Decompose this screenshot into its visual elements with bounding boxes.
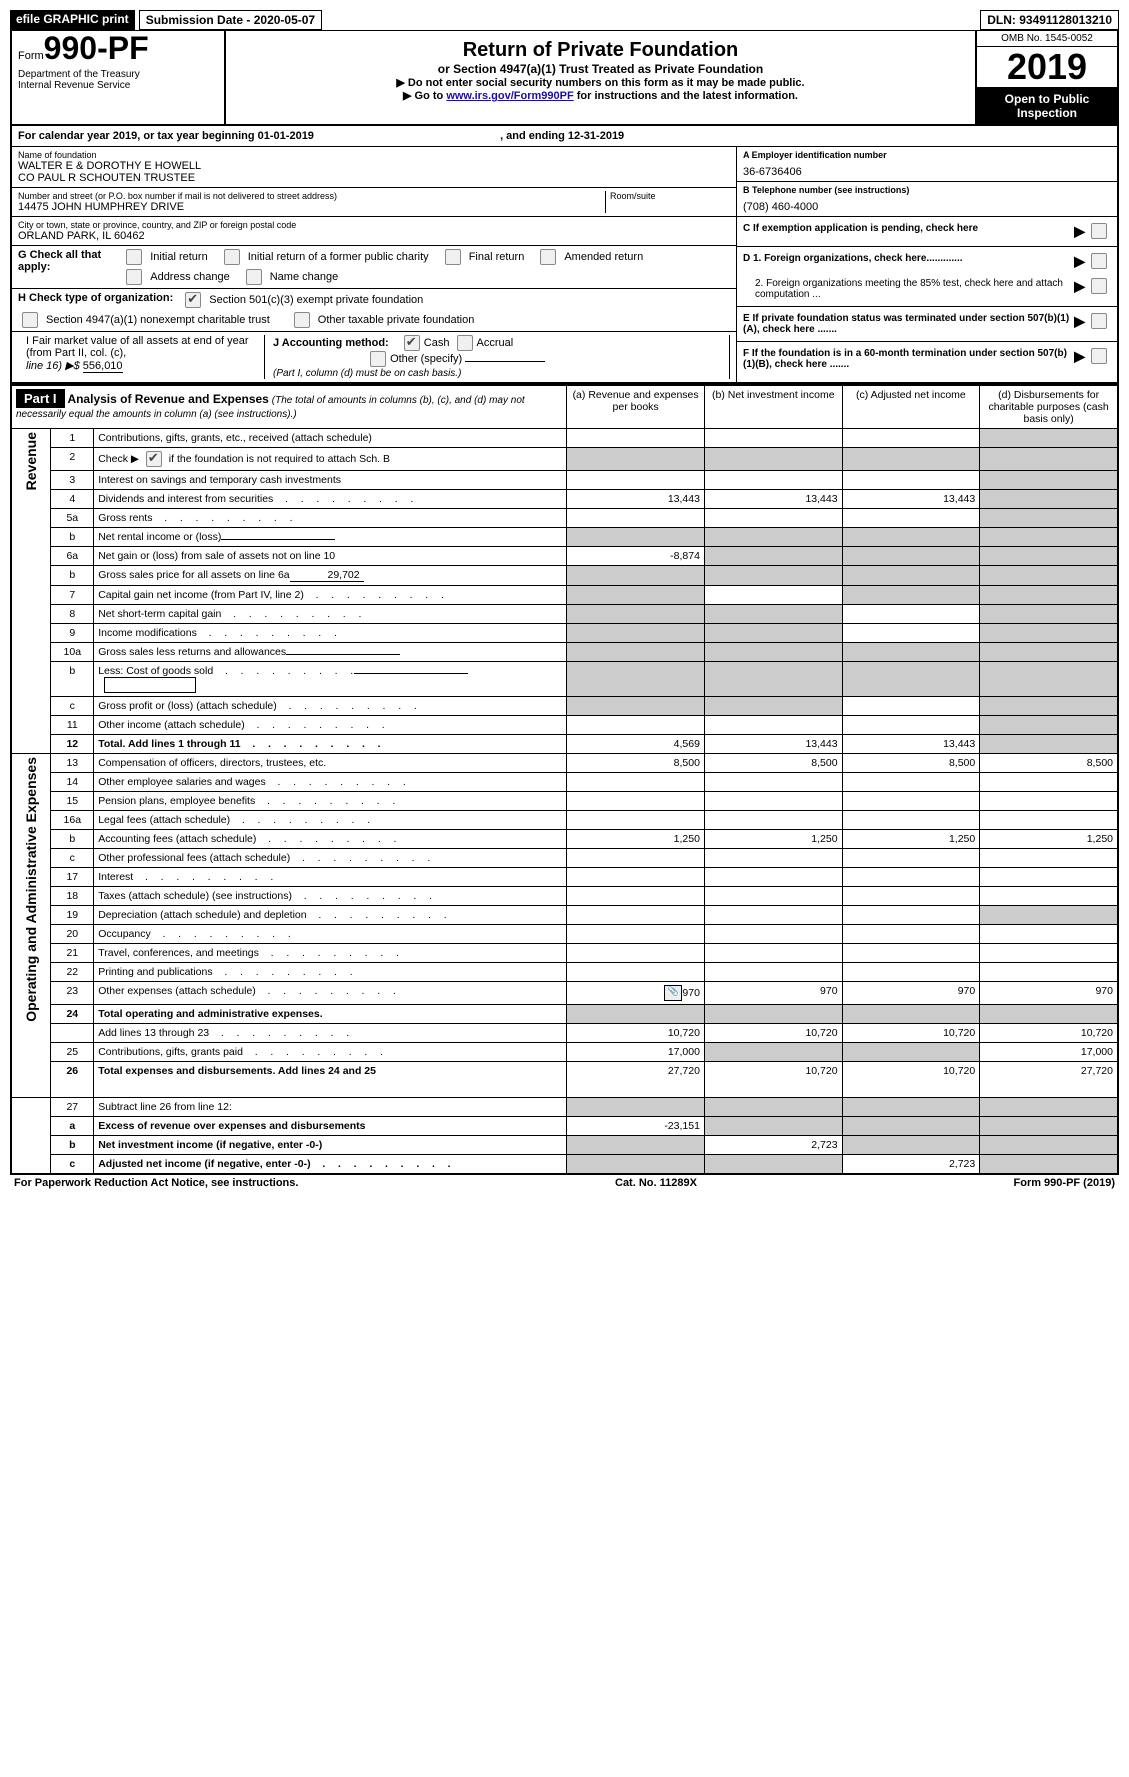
col-b-header: (b) Net investment income [704, 385, 842, 429]
table-row: aExcess of revenue over expenses and dis… [11, 1117, 1118, 1136]
checkbox-e[interactable] [1091, 313, 1107, 329]
header-left: Form990-PF Department of the Treasury In… [12, 31, 226, 124]
phone-cell: B Telephone number (see instructions) (7… [737, 182, 1117, 217]
fmv-value: 556,010 [83, 360, 123, 373]
checkbox-501c3[interactable] [185, 292, 201, 308]
part1-label: Part I [16, 389, 65, 408]
section-i-j: I Fair market value of all assets at end… [12, 332, 736, 382]
foundation-name-cell: Name of foundation WALTER E & DOROTHY E … [12, 147, 736, 188]
omb-number: OMB No. 1545-0052 [977, 31, 1117, 47]
table-row: cOther professional fees (attach schedul… [11, 849, 1118, 868]
info-right-col: A Employer identification number 36-6736… [736, 147, 1117, 382]
table-row: 2Check ▶ if the foundation is not requir… [11, 448, 1118, 471]
checkbox-4947a1[interactable] [22, 312, 38, 328]
table-row: 27Subtract line 26 from line 12: [11, 1098, 1118, 1117]
checkbox-final-return[interactable] [445, 249, 461, 265]
table-row: bLess: Cost of goods sold [11, 662, 1118, 697]
section-e: E If private foundation status was termi… [737, 307, 1117, 342]
col-c-header: (c) Adjusted net income [842, 385, 980, 429]
catalog-number: Cat. No. 11289X [615, 1177, 697, 1189]
table-row: 15Pension plans, employee benefits [11, 792, 1118, 811]
paperwork-notice: For Paperwork Reduction Act Notice, see … [14, 1177, 298, 1189]
open-public-badge: Open to Public Inspection [977, 88, 1117, 124]
section-d1: D 1. Foreign organizations, check here..… [737, 247, 1117, 272]
page-footer: For Paperwork Reduction Act Notice, see … [10, 1175, 1119, 1191]
checkbox-c[interactable] [1091, 223, 1107, 239]
table-row: Revenue1Contributions, gifts, grants, et… [11, 429, 1118, 448]
table-row: 17Interest [11, 868, 1118, 887]
table-row: 11Other income (attach schedule) [11, 716, 1118, 735]
table-row: 19Depreciation (attach schedule) and dep… [11, 906, 1118, 925]
col-d-header: (d) Disbursements for charitable purpose… [980, 385, 1118, 429]
checkbox-accrual[interactable] [457, 335, 473, 351]
section-g: G Check all that apply: Initial return I… [12, 246, 736, 289]
table-row: 3Interest on savings and temporary cash … [11, 471, 1118, 490]
efile-label: efile GRAPHIC print [10, 10, 135, 30]
table-row: 8Net short-term capital gain [11, 605, 1118, 624]
table-row: 18Taxes (attach schedule) (see instructi… [11, 887, 1118, 906]
checkbox-initial-return[interactable] [126, 249, 142, 265]
attachment-icon[interactable]: 📎 [664, 985, 682, 1001]
col-a-header: (a) Revenue and expenses per books [567, 385, 705, 429]
part1-table: Part I Analysis of Revenue and Expenses … [10, 384, 1119, 1175]
entity-info: Name of foundation WALTER E & DOROTHY E … [10, 147, 1119, 384]
table-row: 26Total expenses and disbursements. Add … [11, 1062, 1118, 1098]
table-row: 6aNet gain or (loss) from sale of assets… [11, 547, 1118, 566]
table-row: 21Travel, conferences, and meetings [11, 944, 1118, 963]
table-row: 9Income modifications [11, 624, 1118, 643]
city-cell: City or town, state or province, country… [12, 217, 736, 246]
table-row: 23Other expenses (attach schedule)📎97097… [11, 982, 1118, 1005]
checkbox-address-change[interactable] [126, 269, 142, 285]
table-row: 4Dividends and interest from securities1… [11, 490, 1118, 509]
table-row: cAdjusted net income (if negative, enter… [11, 1155, 1118, 1175]
arrow-icon: ▶ [1074, 223, 1085, 240]
top-bar: efile GRAPHIC print Submission Date - 20… [10, 10, 1119, 30]
header-title-block: Return of Private Foundation or Section … [226, 31, 975, 124]
table-row: 7Capital gain net income (from Part IV, … [11, 586, 1118, 605]
form-ref: Form 990-PF (2019) [1014, 1177, 1115, 1189]
submission-date: Submission Date - 2020-05-07 [139, 10, 322, 30]
section-d2: 2. Foreign organizations meeting the 85%… [737, 272, 1117, 307]
table-row: Operating and Administrative Expenses13C… [11, 754, 1118, 773]
table-row: 22Printing and publications [11, 963, 1118, 982]
table-row: 10aGross sales less returns and allowanc… [11, 643, 1118, 662]
table-row: 5aGross rents [11, 509, 1118, 528]
table-row: 12Total. Add lines 1 through 114,56913,4… [11, 735, 1118, 754]
checkbox-f[interactable] [1091, 348, 1107, 364]
table-row: cGross profit or (loss) (attach schedule… [11, 697, 1118, 716]
section-f: F If the foundation is in a 60-month ter… [737, 342, 1117, 376]
table-row: 24Total operating and administrative exp… [11, 1005, 1118, 1024]
form-number: 990-PF [44, 30, 149, 66]
address-cell: Number and street (or P.O. box number if… [12, 188, 736, 217]
checkbox-other-method[interactable] [370, 351, 386, 367]
table-row: 14Other employee salaries and wages [11, 773, 1118, 792]
tax-year: 2019 [977, 47, 1117, 88]
instructions-link[interactable]: www.irs.gov/Form990PF [446, 90, 573, 102]
checkbox-other-taxable[interactable] [294, 312, 310, 328]
table-row: bAccounting fees (attach schedule)1,2501… [11, 830, 1118, 849]
table-row: bNet investment income (if negative, ent… [11, 1136, 1118, 1155]
table-row: 25Contributions, gifts, grants paid17,00… [11, 1043, 1118, 1062]
table-row: Add lines 13 through 2310,72010,72010,72… [11, 1024, 1118, 1043]
form-title: Return of Private Foundation [230, 39, 971, 62]
table-row: bGross sales price for all assets on lin… [11, 566, 1118, 586]
checkbox-d2[interactable] [1091, 278, 1107, 294]
table-row: 20Occupancy [11, 925, 1118, 944]
checkbox-cash[interactable] [404, 335, 420, 351]
ein-cell: A Employer identification number 36-6736… [737, 147, 1117, 182]
checkbox-name-change[interactable] [246, 269, 262, 285]
calendar-year-row: For calendar year 2019, or tax year begi… [10, 126, 1119, 147]
header-right: OMB No. 1545-0052 2019 Open to Public In… [975, 31, 1117, 124]
section-h: H Check type of organization: Section 50… [12, 289, 736, 332]
form-header: Form990-PF Department of the Treasury In… [10, 30, 1119, 126]
section-c: C If exemption application is pending, c… [737, 217, 1117, 247]
table-row: 16aLegal fees (attach schedule) [11, 811, 1118, 830]
table-row: bNet rental income or (loss) [11, 528, 1118, 547]
checkbox-sch-b[interactable] [146, 451, 162, 467]
checkbox-amended[interactable] [540, 249, 556, 265]
checkbox-d1[interactable] [1091, 253, 1107, 269]
checkbox-initial-former[interactable] [224, 249, 240, 265]
dln: DLN: 93491128013210 [980, 10, 1119, 30]
